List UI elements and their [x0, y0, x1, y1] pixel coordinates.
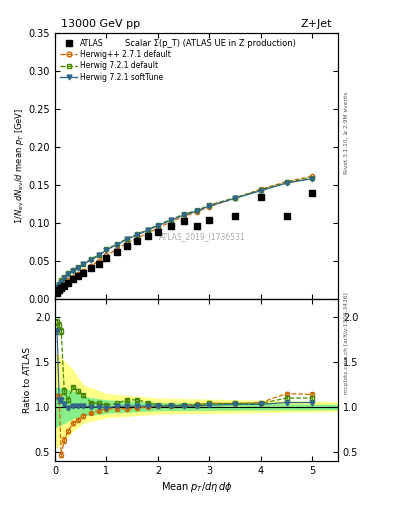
Text: Rivet 3.1.10, ≥ 2.9M events: Rivet 3.1.10, ≥ 2.9M events [344, 92, 349, 175]
Text: Z+Jet: Z+Jet [301, 19, 332, 29]
Text: 13000 GeV pp: 13000 GeV pp [61, 19, 140, 29]
Text: mcplots.cern.ch [arXiv:1306.3436]: mcplots.cern.ch [arXiv:1306.3436] [344, 292, 349, 394]
Legend: ATLAS, Herwig++ 2.7.1 default, Herwig 7.2.1 default, Herwig 7.2.1 softTune: ATLAS, Herwig++ 2.7.1 default, Herwig 7.… [59, 37, 173, 83]
X-axis label: Mean $p_T/d\eta\,d\phi$: Mean $p_T/d\eta\,d\phi$ [161, 480, 232, 494]
Text: ATLAS_2019_I1736531: ATLAS_2019_I1736531 [159, 232, 246, 241]
Y-axis label: Ratio to ATLAS: Ratio to ATLAS [23, 347, 32, 413]
Y-axis label: $1/N_\mathrm{ev}\,dN_\mathrm{ev}/d$ mean $p_T$ [GeV]: $1/N_\mathrm{ev}\,dN_\mathrm{ev}/d$ mean… [13, 108, 26, 224]
Text: Scalar Σ(p_T) (ATLAS UE in Z production): Scalar Σ(p_T) (ATLAS UE in Z production) [125, 38, 296, 48]
